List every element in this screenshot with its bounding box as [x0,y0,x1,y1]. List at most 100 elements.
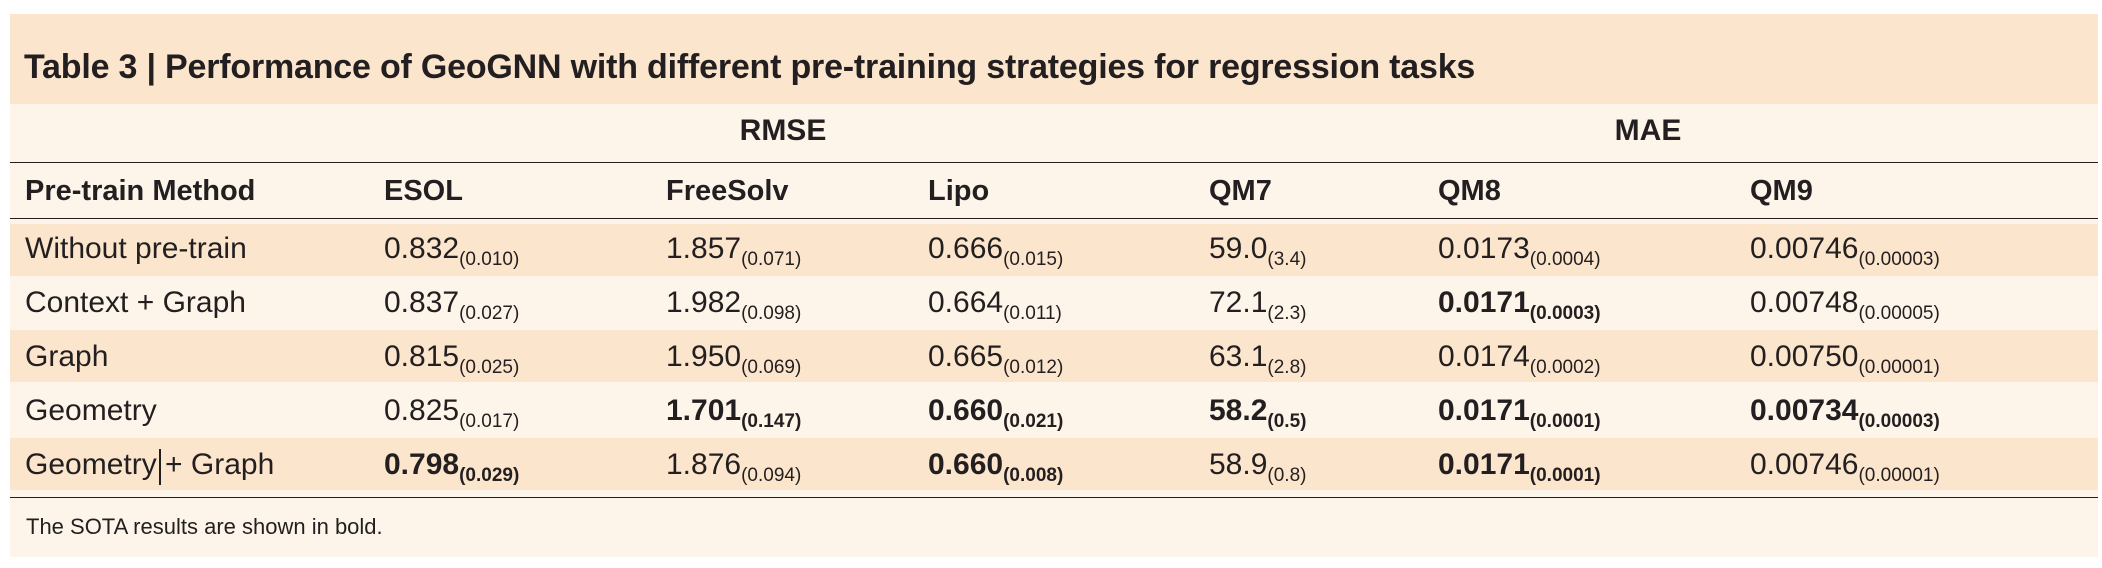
row-method-label: Geometry [25,394,157,427]
cell-value: 0.0171 [1438,286,1530,319]
cell-value: 0.665 [928,340,1004,373]
cell-value: 1.950 [666,340,742,373]
table-cell: 0.00746(0.00001) [1750,448,1940,485]
table-title: Table 3 | Performance of GeoGNN with dif… [24,48,1476,86]
column-header: ESOL [384,175,463,207]
cell-std: (0.029) [459,465,520,486]
cell-value: 0.660 [928,394,1004,427]
cell-std: (2.3) [1267,303,1307,324]
row-method-label: Without pre-train [25,232,247,265]
table-cell: 1.876(0.094) [666,448,801,485]
table-cell: 0.815(0.025) [384,340,519,377]
cell-std: (0.8) [1267,465,1307,486]
column-header: FreeSolv [666,175,789,207]
cell-value: 58.2 [1209,394,1268,427]
cell-value: 72.1 [1209,286,1268,319]
row-shade [10,438,2098,490]
table-cell: 0.798(0.029) [384,448,519,485]
table-cell: 1.982(0.098) [666,286,801,323]
cell-std: (0.00005) [1858,303,1940,324]
row-shade [10,224,2098,276]
table-cell: 0.00746(0.00003) [1750,232,1940,269]
table-cell: 1.950(0.069) [666,340,801,377]
table-cell: 0.0171(0.0003) [1438,286,1601,323]
text-cursor [159,449,161,485]
column-header: Lipo [928,175,990,207]
column-header: QM9 [1750,175,1813,207]
cell-std: (0.00001) [1858,465,1940,486]
cell-value: 0.00734 [1750,394,1859,427]
cell-value: 0.815 [384,340,460,373]
cell-std: (3.4) [1267,249,1307,270]
cell-std: (0.00003) [1858,411,1940,432]
table-cell: 72.1(2.3) [1209,286,1306,323]
row-method-label: Graph [25,340,109,373]
row-method-label: Context + Graph [25,286,246,319]
cell-value: 0.0173 [1438,232,1530,265]
cell-std: (0.147) [741,411,802,432]
table-cell: 0.660(0.008) [928,448,1063,485]
cell-std: (0.00001) [1858,357,1940,378]
cell-std: (0.021) [1003,411,1064,432]
table-rule [10,497,2098,498]
table-cell: 0.00734(0.00003) [1750,394,1940,431]
cell-value: 0.660 [928,448,1004,481]
table-cell: 0.825(0.017) [384,394,519,431]
cell-value: 0.832 [384,232,460,265]
cell-std: (0.008) [1003,465,1064,486]
table-rule [10,218,2098,219]
cell-std: (0.094) [741,465,802,486]
table-cell: 0.660(0.021) [928,394,1063,431]
table-cell: 63.1(2.8) [1209,340,1306,377]
table-cell: 0.837(0.027) [384,286,519,323]
cell-value: 0.825 [384,394,460,427]
cell-value: 58.9 [1209,448,1268,481]
cell-std: (0.025) [459,357,520,378]
table-cell: 0.00750(0.00001) [1750,340,1940,377]
table-cell: 1.857(0.071) [666,232,801,269]
cell-std: (0.071) [741,249,802,270]
table-cell: 58.2(0.5) [1209,394,1306,431]
cell-value: 1.857 [666,232,742,265]
cell-std: (0.0004) [1529,249,1601,270]
table-cell: 1.701(0.147) [666,394,801,431]
cell-std: (0.0001) [1529,465,1601,486]
cell-std: (0.00003) [1858,249,1940,270]
column-header: QM7 [1209,175,1272,207]
top-rule [10,162,2098,163]
cell-std: (2.8) [1267,357,1307,378]
row-method-label: Geometry + Graph [25,448,275,481]
cell-std: (0.0001) [1529,411,1601,432]
cell-std: (0.012) [1003,357,1064,378]
cell-value: 0.0171 [1438,394,1530,427]
cell-value: 0.0171 [1438,448,1530,481]
title-band [10,14,2098,104]
table-cell: 0.00748(0.00005) [1750,286,1940,323]
table-cell: 0.832(0.010) [384,232,519,269]
table-cell: 0.0171(0.0001) [1438,394,1601,431]
cell-std: (0.027) [459,303,520,324]
table-cell: 0.666(0.015) [928,232,1063,269]
cell-std: (0.098) [741,303,802,324]
cell-value: 1.876 [666,448,742,481]
cell-value: 0.0174 [1438,340,1530,373]
cell-value: 59.0 [1209,232,1268,265]
cell-value: 0.00750 [1750,340,1859,373]
table-cell: 0.0174(0.0002) [1438,340,1601,377]
cell-value: 63.1 [1209,340,1268,373]
cell-value: 0.666 [928,232,1004,265]
rmse-group-header: RMSE [739,114,827,147]
cell-value: 0.00746 [1750,448,1859,481]
table-cell: 0.0173(0.0004) [1438,232,1601,269]
cell-std: (0.017) [459,411,520,432]
column-header: QM8 [1438,175,1501,207]
mae-group-header: MAE [1614,114,1682,147]
table-footnote: The SOTA results are shown in bold. [26,514,383,539]
cell-value: 1.982 [666,286,742,319]
column-header: Pre-train Method [25,175,256,207]
cell-std: (0.0003) [1529,303,1601,324]
cell-std: (0.015) [1003,249,1064,270]
cell-value: 0.00748 [1750,286,1859,319]
cell-std: (0.069) [741,357,802,378]
cell-std: (0.011) [1003,303,1062,324]
